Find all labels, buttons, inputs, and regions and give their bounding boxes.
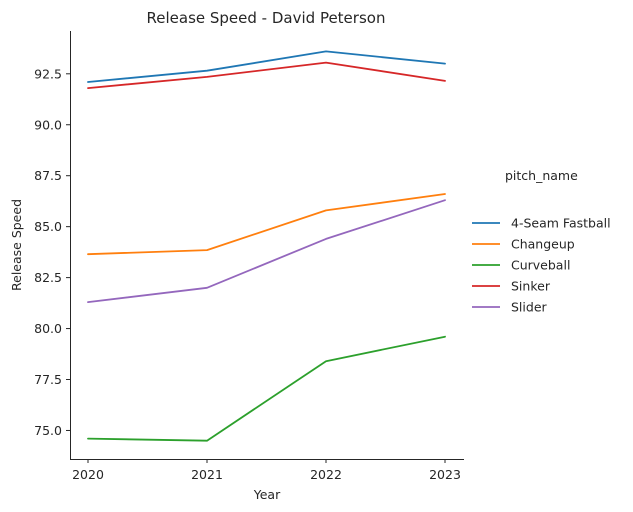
plot-area <box>87 50 446 442</box>
legend-label-slider: Slider <box>511 300 548 315</box>
series-line-curveball <box>87 335 446 442</box>
x-axis-ticks: 2020 2021 2022 2023 <box>72 459 461 482</box>
legend-label-changeup: Changeup <box>511 237 575 252</box>
x-tick-label: 2023 <box>429 467 461 482</box>
legend-label-sinker: Sinker <box>511 279 551 294</box>
x-tick-label: 2022 <box>310 467 342 482</box>
series-line-4-seam-fastball <box>87 50 446 83</box>
y-axis-ticks: 75.0 77.5 80.0 82.5 85.0 87.5 90.0 92.5 <box>34 66 70 438</box>
legend: pitch_name 4-Seam Fastball Changeup Curveb… <box>472 168 611 315</box>
chart-title: Release Speed - David Peterson <box>147 9 386 27</box>
legend-label-4-seam-fastball: 4-Seam Fastball <box>511 216 611 231</box>
y-axis-label: Release Speed <box>9 199 24 291</box>
x-tick-label: 2020 <box>72 467 104 482</box>
y-tick-label: 87.5 <box>34 168 62 183</box>
y-tick-label: 90.0 <box>34 117 62 132</box>
legend-label-curveball: Curveball <box>511 258 570 273</box>
series-line-changeup <box>87 193 446 256</box>
x-axis-label: Year <box>253 487 281 502</box>
x-tick-label: 2021 <box>191 467 223 482</box>
series-line-sinker <box>87 61 446 89</box>
y-tick-label: 80.0 <box>34 321 62 336</box>
y-tick-label: 77.5 <box>34 372 62 387</box>
y-tick-label: 92.5 <box>34 66 62 81</box>
series-line-slider <box>87 199 446 304</box>
legend-title: pitch_name <box>505 168 578 183</box>
y-tick-label: 75.0 <box>34 423 62 438</box>
y-tick-label: 85.0 <box>34 219 62 234</box>
y-tick-label: 82.5 <box>34 270 62 285</box>
